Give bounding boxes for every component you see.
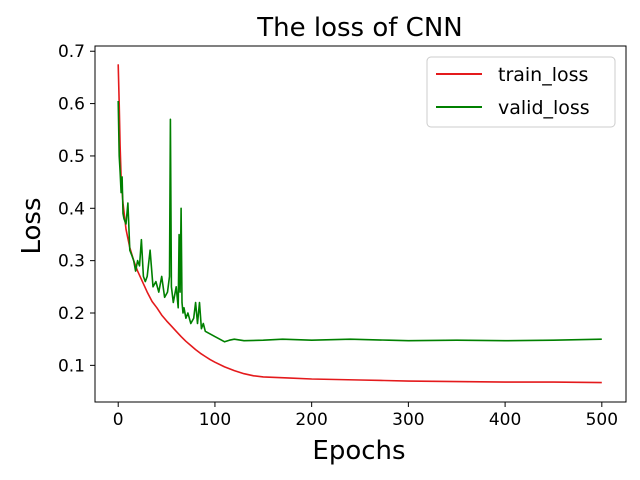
- y-tick-label: 0.5: [58, 147, 85, 167]
- legend-label-valid_loss: valid_loss: [498, 97, 590, 119]
- legend-label-train_loss: train_loss: [498, 64, 588, 86]
- y-tick-label: 0.7: [58, 42, 85, 62]
- y-axis-label: Loss: [17, 197, 47, 254]
- x-tick-label: 300: [392, 410, 424, 430]
- y-tick-label: 0.1: [58, 356, 85, 376]
- x-tick-label: 400: [489, 410, 521, 430]
- plot-area: 0 100 200 300 400 500 0.1 0.2 0.3 0.4 0.5 0.6 0.7: [58, 42, 627, 430]
- y-tick-label: 0.2: [58, 304, 85, 324]
- x-tick-label: 500: [586, 410, 618, 430]
- y-tick-label: 0.3: [58, 252, 85, 272]
- x-tick-label: 200: [295, 410, 327, 430]
- x-tick-label: 0: [113, 410, 124, 430]
- series-line-valid_loss: [117, 100, 602, 343]
- y-tick-label: 0.6: [58, 95, 85, 115]
- chart-title: The loss of CNN: [256, 13, 463, 43]
- x-tick-label: 100: [199, 410, 231, 430]
- plot-frame: [94, 45, 627, 403]
- legend: train_loss valid_loss: [426, 56, 616, 128]
- y-tick-label: 0.4: [58, 199, 85, 219]
- x-axis-label: Epochs: [312, 436, 405, 466]
